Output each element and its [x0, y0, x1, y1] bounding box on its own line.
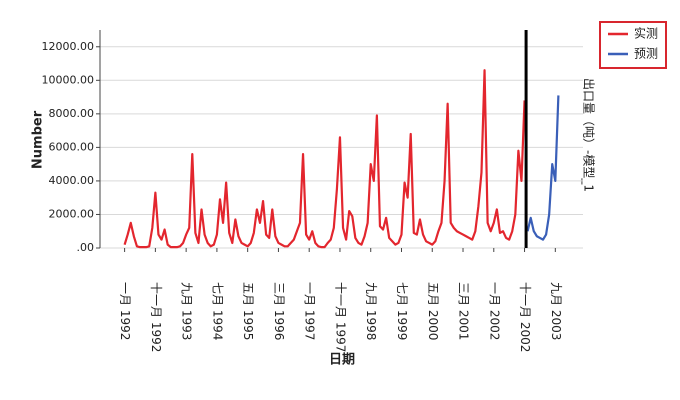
- y-tick-label: .00: [77, 241, 95, 254]
- x-tick-label: 十一月 2002: [518, 282, 532, 352]
- y-tick-label: 12000.00: [42, 40, 95, 53]
- x-tick-label: 一月 2002: [487, 282, 501, 340]
- y-tick-label: 2000.00: [49, 207, 95, 220]
- y-tick-label: 6000.00: [49, 140, 95, 153]
- y-tick-label: 4000.00: [49, 174, 95, 187]
- x-tick-label: 九月 2003: [549, 282, 563, 340]
- x-tick-label: 七月 1994: [210, 282, 224, 340]
- y-axis-title: Number: [31, 110, 46, 169]
- legend-label: 实测: [634, 26, 658, 41]
- x-axis-title: 日期: [329, 353, 355, 368]
- series-line: [123, 69, 526, 249]
- x-tick-label: 十一月 1992: [149, 282, 163, 352]
- x-tick-label: 一月 1997: [303, 282, 317, 340]
- y-tick-label: 8000.00: [49, 107, 95, 120]
- x-tick-label: 九月 1993: [180, 282, 194, 340]
- right-axis-title: 出口量（吨）-模型_1: [582, 78, 596, 192]
- x-tick-label: 三月 1996: [272, 282, 286, 340]
- legend-box: [599, 21, 667, 69]
- x-tick-label: 五月 2000: [426, 282, 440, 340]
- x-tick-label: 五月 1995: [241, 282, 255, 340]
- x-tick-label: 七月 1999: [395, 282, 409, 340]
- x-tick-label: 一月 1992: [118, 282, 132, 340]
- series-line: [526, 95, 560, 241]
- x-tick-label: 九月 1998: [364, 282, 378, 340]
- x-tick-label: 三月 2001: [457, 282, 471, 340]
- x-tick-label: 十一月 1997: [333, 282, 347, 352]
- legend-label: 预测: [634, 47, 658, 61]
- y-tick-label: 10000.00: [42, 73, 95, 86]
